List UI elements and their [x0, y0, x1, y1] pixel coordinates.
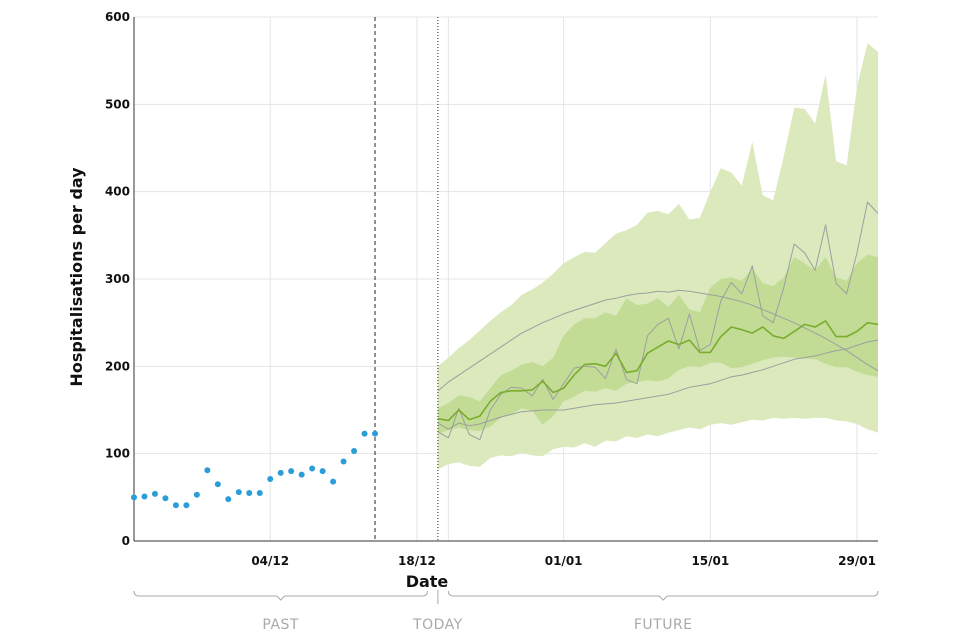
y-tick-label: 500 [105, 97, 130, 111]
x-tick-label: 04/12 [251, 554, 289, 568]
x-axis-title: Date [406, 572, 449, 591]
observed-point [256, 489, 263, 496]
x-tick-label: 29/01 [838, 554, 876, 568]
observed-points [131, 430, 379, 509]
observed-point [151, 490, 158, 497]
observed-point [309, 465, 316, 472]
observed-point [193, 491, 200, 498]
scenario-line [437, 201, 879, 441]
past-brace [133, 590, 428, 601]
median-forecast-line [437, 320, 879, 422]
scenario-line [437, 339, 879, 430]
observed-point [351, 448, 358, 455]
y-tick-label: 300 [105, 272, 130, 286]
scenario-line [437, 289, 879, 392]
observed-point [330, 478, 337, 485]
future-period-label: FUTURE [634, 617, 693, 633]
x-tick-label: 15/01 [691, 554, 729, 568]
observed-point [131, 494, 137, 501]
axes [133, 17, 878, 542]
observed-point [361, 430, 368, 437]
observed-point [246, 489, 253, 496]
observed-point [172, 502, 179, 509]
forecast-lines [437, 201, 879, 441]
observed-point [298, 471, 305, 478]
observed-point [225, 496, 232, 503]
observed-point [319, 468, 326, 475]
observed-point [141, 493, 148, 500]
tick-labels: 0 100 200 300 400 500 600 04/12 18/12 01/01 15/01 2… [105, 10, 876, 568]
period-annotations: PAST TODAY FUTURE [133, 590, 879, 633]
observed-point [162, 495, 169, 502]
observed-point [183, 502, 190, 509]
observed-point [235, 489, 242, 496]
observed-point [372, 430, 379, 437]
future-brace [447, 590, 879, 601]
x-tick-label: 01/01 [545, 554, 583, 568]
observed-point [277, 469, 284, 476]
observed-point [288, 468, 295, 475]
observed-point [204, 467, 211, 474]
date-markers [374, 17, 439, 541]
y-tick-label: 0 [122, 534, 130, 548]
y-tick-label: 600 [105, 10, 130, 24]
y-tick-label: 100 [105, 447, 130, 461]
observed-point [214, 481, 221, 488]
y-axis-title: Hospitalisations per day [67, 167, 86, 387]
observed-point [267, 475, 274, 482]
forecast-bands [437, 43, 878, 470]
y-tick-label: 200 [105, 359, 130, 373]
observed-point [340, 458, 347, 465]
x-tick-label: 18/12 [398, 554, 436, 568]
past-period-label: PAST [262, 617, 299, 633]
today-period-label: TODAY [412, 617, 463, 633]
y-tick-label: 400 [105, 185, 130, 199]
